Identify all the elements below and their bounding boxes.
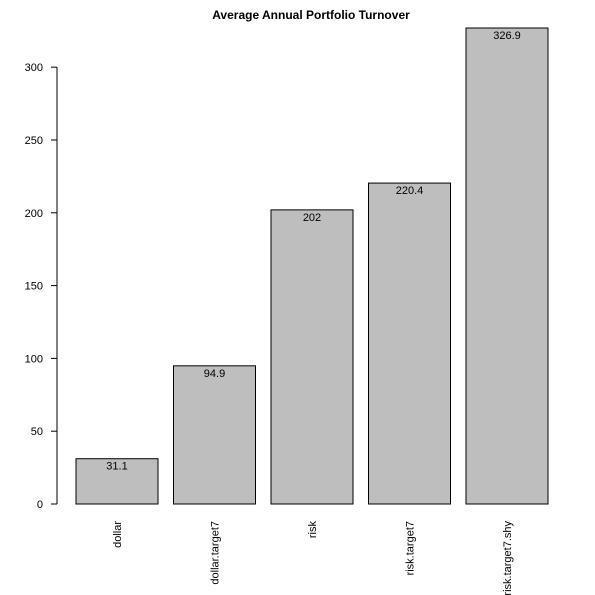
y-tick-label: 300	[25, 62, 43, 74]
x-category-label: dollar.target7	[210, 521, 222, 585]
bar-risk	[270, 209, 354, 505]
x-axis-labels: dollar dollar.target7 risk risk.target7 risk…	[112, 521, 514, 595]
x-category-label: risk.target7.shy	[502, 521, 514, 595]
bar-dollar-target7	[173, 365, 256, 505]
bar-risk-target7-shy	[465, 27, 549, 505]
x-category-label: dollar	[112, 521, 124, 548]
y-tick-label: 150	[25, 281, 43, 293]
y-tick-label: 100	[25, 353, 43, 365]
data-label: 220.4	[396, 185, 424, 197]
y-axis: 0 50 100 150 200 250 300	[25, 62, 58, 511]
chart-title: Average Annual Portfolio Turnover	[212, 8, 410, 22]
y-tick-label: 0	[37, 499, 43, 511]
y-tick-label: 200	[25, 208, 43, 220]
y-tick-label: 250	[25, 135, 43, 147]
bars-group: 31.1 94.9 202 220.4 326.9	[75, 27, 549, 505]
y-tick-label: 50	[31, 426, 43, 438]
x-category-label: risk	[307, 521, 319, 539]
bar-dollar	[75, 458, 159, 505]
data-label: 94.9	[204, 368, 225, 380]
x-category-label: risk.target7	[405, 521, 417, 575]
data-label: 202	[303, 212, 321, 224]
data-label: 326.9	[493, 30, 521, 42]
bar-risk-target7	[368, 182, 451, 505]
data-label: 31.1	[106, 461, 127, 473]
